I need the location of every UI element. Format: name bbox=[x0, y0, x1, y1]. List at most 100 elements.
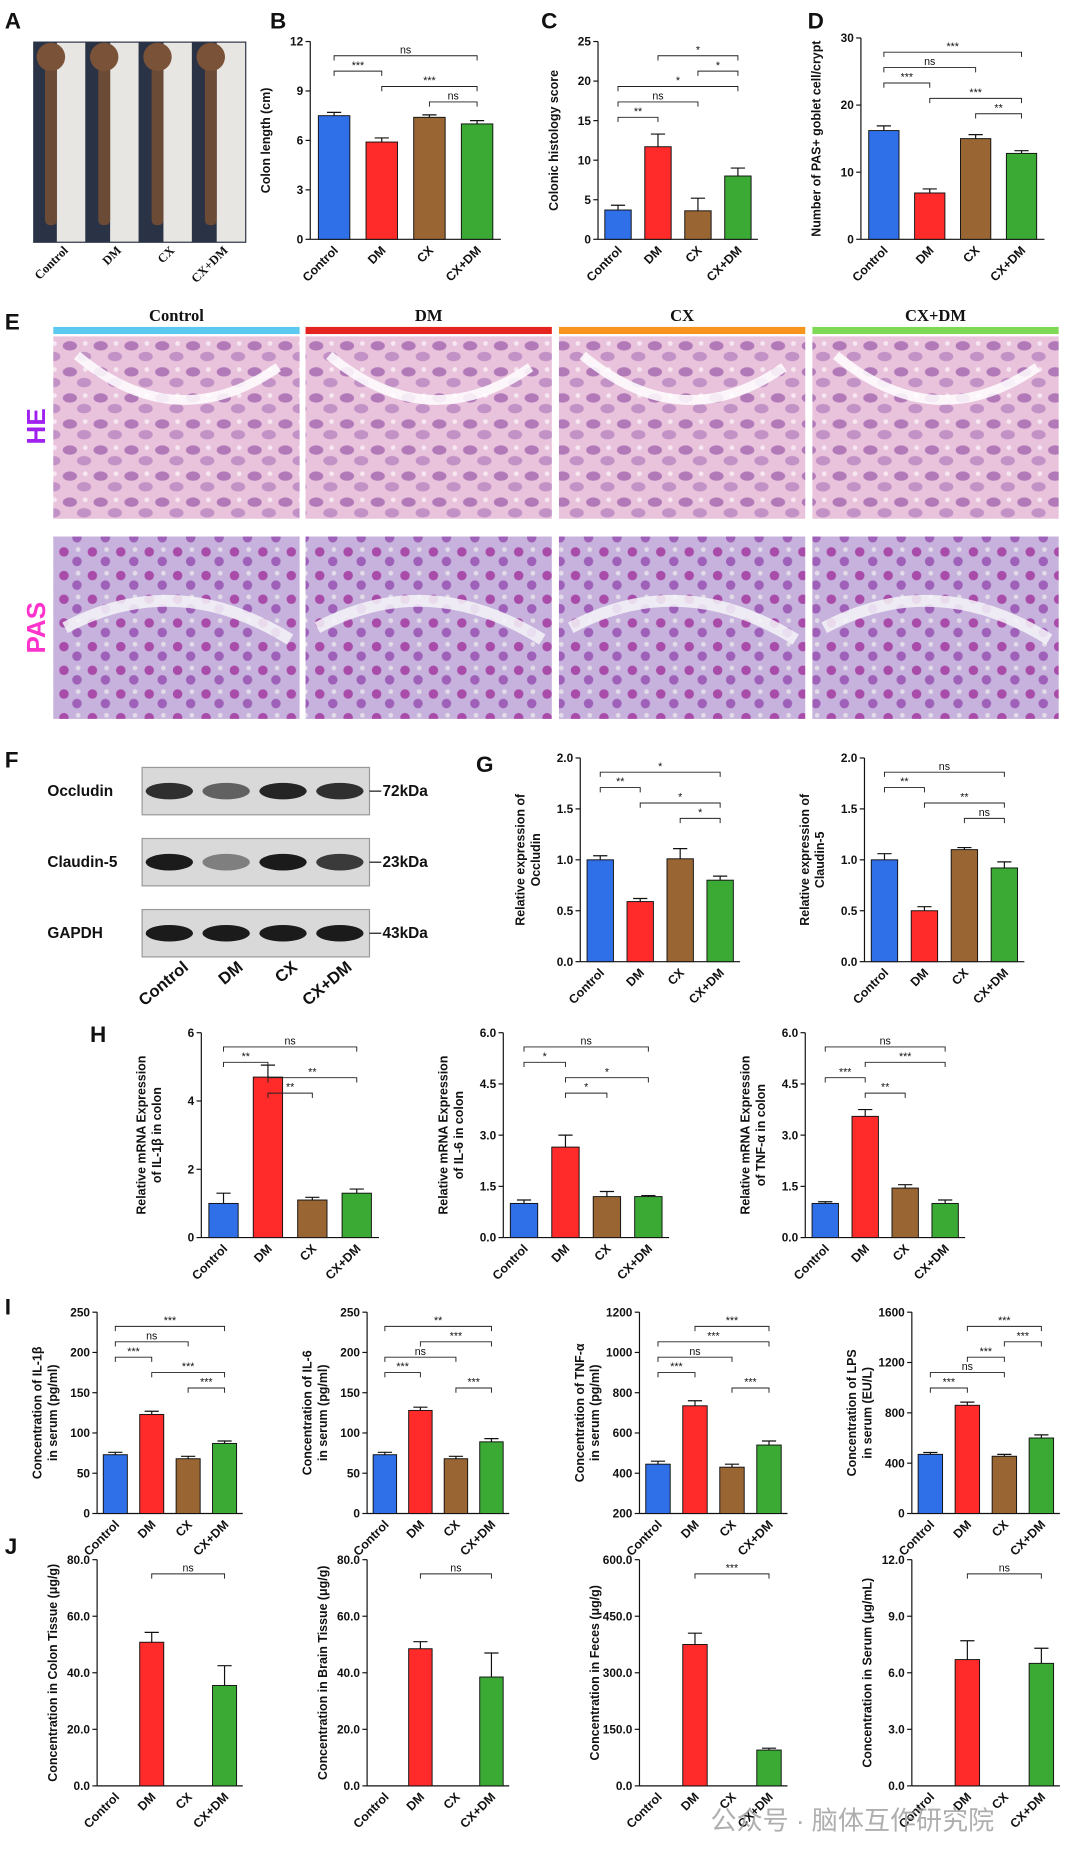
significance-bracket bbox=[975, 113, 1023, 119]
protein-label: GAPDH bbox=[47, 925, 103, 942]
lumen bbox=[326, 351, 534, 405]
bar bbox=[479, 1441, 504, 1514]
error-bar bbox=[516, 1199, 532, 1204]
significance-bracket bbox=[657, 55, 739, 61]
y-axis-label: Colon length (cm) bbox=[259, 88, 273, 194]
error-bar bbox=[413, 1641, 428, 1649]
x-tick-label: CX bbox=[297, 1241, 320, 1264]
protein-label: Claudin-5 bbox=[47, 854, 117, 871]
ruler bbox=[56, 42, 86, 242]
y-tick-label: 0 bbox=[353, 1507, 360, 1521]
y-tick-label: 1600 bbox=[878, 1305, 905, 1319]
error-bar bbox=[997, 861, 1012, 868]
error-bar bbox=[633, 897, 648, 902]
y-tick-label: 400 bbox=[613, 1466, 633, 1480]
x-tick-label: DM bbox=[908, 966, 932, 990]
y-tick-label: 20 bbox=[841, 98, 855, 112]
band bbox=[202, 924, 250, 942]
significance-label: ** bbox=[994, 102, 1002, 114]
error-bar bbox=[1034, 1434, 1049, 1439]
y-tick-label: 300.0 bbox=[603, 1666, 633, 1680]
x-tick-label: CX+DM bbox=[704, 243, 745, 284]
y-tick-label: 50 bbox=[347, 1466, 361, 1480]
x-tick-label: DM bbox=[404, 1518, 428, 1542]
significance-label: *** bbox=[980, 1346, 992, 1358]
y-tick-label: 100 bbox=[340, 1426, 360, 1440]
y-tick-label: 10 bbox=[578, 153, 592, 167]
x-tick-label: Control bbox=[81, 1790, 122, 1831]
lumen bbox=[568, 594, 799, 645]
y-tick-label: 250 bbox=[340, 1305, 360, 1319]
error-bar bbox=[922, 188, 937, 193]
y-tick-label: 2.0 bbox=[557, 751, 574, 765]
significance-bracket bbox=[966, 1356, 1005, 1362]
error-bar bbox=[448, 1455, 464, 1459]
x-tick-label: DM bbox=[624, 966, 648, 990]
y-tick-label: 1.5 bbox=[480, 1180, 497, 1194]
y-tick-label: 5 bbox=[584, 193, 591, 207]
y-axis-label: Concentration of IL-1β bbox=[30, 1346, 44, 1479]
significance-bracket bbox=[384, 1372, 421, 1378]
significance-label: ** bbox=[242, 1051, 250, 1063]
significance-label: *** bbox=[182, 1361, 194, 1373]
y-tick-label: 0.0 bbox=[616, 1779, 633, 1793]
significance-bracket bbox=[114, 1325, 226, 1332]
significance-label: *** bbox=[396, 1361, 408, 1373]
significance-label: *** bbox=[839, 1066, 851, 1078]
x-tick-label: Control bbox=[850, 966, 891, 1007]
y-tick-label: 200 bbox=[613, 1507, 633, 1521]
error-bar bbox=[217, 1440, 232, 1444]
y-axis-label: Concentration of IL-6 bbox=[300, 1350, 314, 1475]
significance-bracket bbox=[657, 1356, 733, 1362]
band bbox=[145, 924, 194, 942]
y-tick-label: 100 bbox=[70, 1426, 90, 1440]
error-bar bbox=[305, 1196, 320, 1201]
x-tick-label: CX+DM bbox=[614, 1242, 655, 1283]
significance-bracket bbox=[883, 82, 931, 88]
panel-label: B bbox=[270, 9, 286, 34]
y-tick-label: 2 bbox=[188, 1162, 195, 1176]
row-label: HE bbox=[21, 408, 51, 444]
x-tick-label: DM bbox=[849, 1242, 873, 1266]
significance-label: *** bbox=[164, 1315, 176, 1327]
significance-label: * bbox=[584, 1082, 588, 1094]
significance-bracket bbox=[267, 1092, 313, 1098]
significance-bracket bbox=[883, 67, 977, 73]
bar bbox=[413, 116, 446, 240]
y-tick-label: 3.0 bbox=[888, 1722, 905, 1736]
x-tick-label: Control bbox=[624, 1790, 665, 1831]
significance-label: ns bbox=[146, 1330, 157, 1342]
y-tick-label: 1.0 bbox=[557, 853, 574, 867]
y-tick-label: 40.0 bbox=[67, 1666, 90, 1680]
y-tick-label: 3 bbox=[297, 183, 304, 197]
x-tick-label: Control bbox=[490, 1242, 531, 1283]
significance-label: *** bbox=[726, 1315, 738, 1327]
y-tick-label: 0 bbox=[83, 1507, 90, 1521]
x-tick-label: CX+DM bbox=[987, 243, 1028, 284]
lumen bbox=[62, 594, 294, 645]
y-tick-label: 200 bbox=[340, 1346, 360, 1360]
y-tick-label: 0 bbox=[188, 1231, 195, 1245]
significance-bracket bbox=[694, 1573, 770, 1579]
y-axis-label: Concentration in Brain Tissue (μg/g) bbox=[316, 1566, 330, 1780]
significance-label: ns bbox=[924, 56, 935, 68]
significance-label: ns bbox=[999, 1563, 1010, 1575]
x-tick-label: DM bbox=[549, 1242, 573, 1266]
significance-bracket bbox=[923, 802, 1005, 808]
colon-tissue bbox=[98, 47, 111, 226]
y-axis-label: Concentration in Serum (μg/mL) bbox=[861, 1578, 875, 1768]
significance-label: * bbox=[696, 44, 700, 56]
y-tick-label: 450.0 bbox=[603, 1609, 633, 1623]
x-tick-label: CX bbox=[960, 243, 983, 266]
panel-label: G bbox=[476, 752, 494, 777]
x-tick-label: DM bbox=[365, 243, 389, 267]
bar bbox=[1028, 1662, 1055, 1787]
y-tick-label: 40.0 bbox=[337, 1666, 360, 1680]
significance-bracket bbox=[929, 97, 1023, 104]
panel-label: J bbox=[5, 1534, 18, 1559]
y-tick-label: 600 bbox=[613, 1426, 633, 1440]
significance-bracket bbox=[731, 1387, 770, 1393]
y-tick-label: 0 bbox=[847, 232, 854, 246]
y-tick-label: 1.5 bbox=[782, 1180, 799, 1194]
significance-bracket bbox=[883, 51, 1023, 57]
